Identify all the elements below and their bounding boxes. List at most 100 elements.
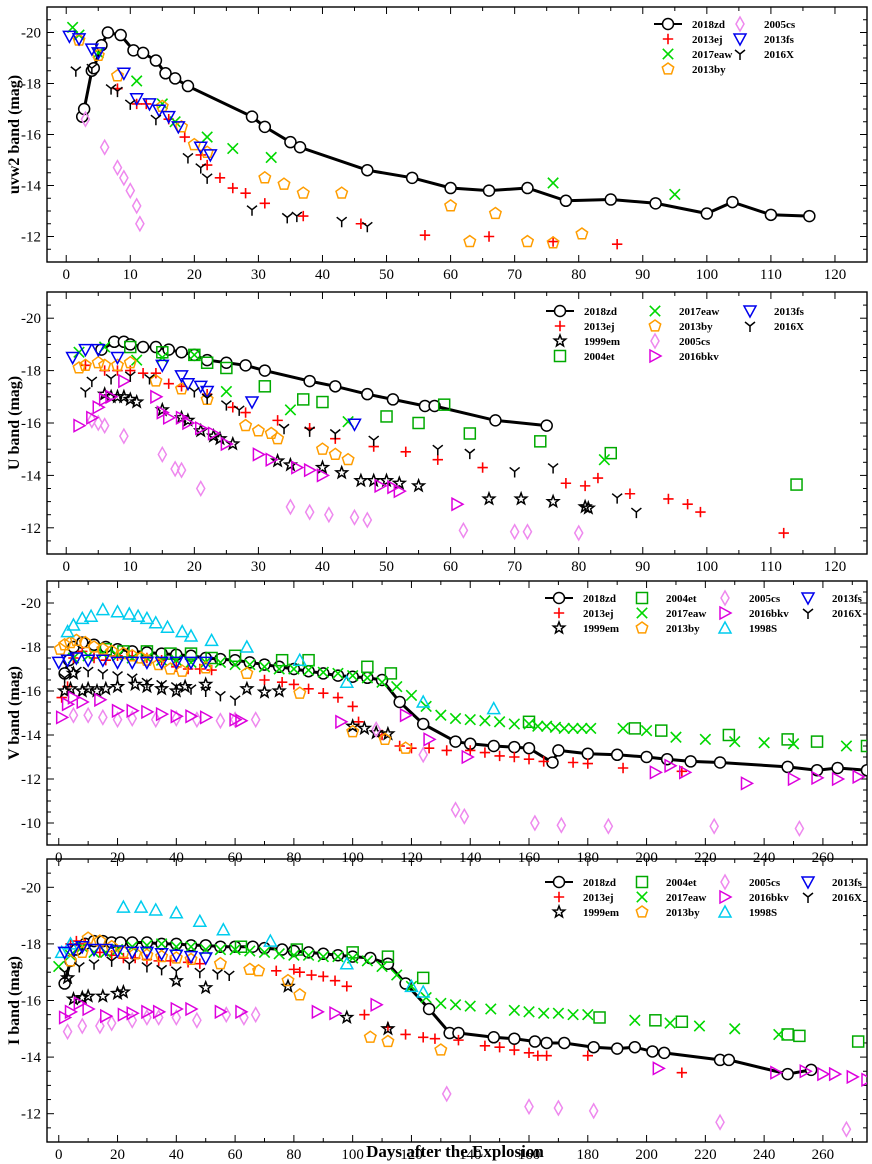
data-point: [220, 400, 232, 411]
legend-item-2013fs: 2013fs: [742, 305, 805, 319]
data-point: [124, 338, 137, 351]
data-point: [201, 173, 213, 184]
data-point: [170, 966, 182, 977]
y-tick-label: -20: [21, 26, 41, 42]
data-point: [726, 195, 739, 209]
data-point: [215, 712, 226, 730]
data-point: [65, 665, 82, 681]
legend-label: 2017eaw: [692, 49, 732, 61]
data-point: [302, 946, 315, 959]
data-point: [758, 736, 770, 749]
data-point: [246, 940, 259, 953]
data-point: [560, 478, 572, 489]
data-point: [220, 385, 233, 398]
legend-item-2018zd: 2018zd: [545, 591, 616, 605]
legend-item-2013by: 2013by: [648, 319, 713, 333]
data-point: [541, 1050, 552, 1061]
legend-label: 2013ej: [583, 608, 614, 620]
data-point: [423, 732, 437, 747]
data-point: [284, 135, 297, 149]
data-point: [649, 197, 662, 210]
legend-label: 2005cs: [749, 593, 781, 605]
panel-1: 0 10 20 30 40 50 60 70 80 90 100 110 120 -20 -18 -16 -14…: [6, 6, 868, 283]
data-point: [378, 732, 392, 746]
data-point: [347, 701, 358, 712]
legend-item-1999em: 1999em: [552, 332, 620, 348]
data-point: [790, 478, 803, 491]
legend-marker: [717, 904, 733, 918]
data-point: [86, 411, 97, 429]
data-point: [552, 744, 565, 757]
legend-marker: [662, 33, 674, 45]
data-point: [199, 660, 213, 674]
legend-label: 2013ej: [692, 34, 723, 46]
data-point: [94, 692, 108, 708]
data-point: [246, 205, 258, 216]
data-point: [318, 688, 329, 699]
data-point: [197, 676, 214, 692]
legend-label: 2017eaw: [679, 306, 719, 318]
data-point: [552, 1007, 565, 1019]
data-point: [203, 149, 218, 163]
data-point: [82, 1001, 96, 1017]
data-point: [176, 461, 187, 479]
data-point: [89, 682, 105, 698]
data-point: [119, 427, 129, 445]
data-point: [152, 657, 166, 671]
data-point: [60, 654, 75, 668]
data-point: [83, 706, 94, 724]
x-tick-label: 160: [518, 850, 541, 866]
y-tick-label: -14: [21, 179, 41, 195]
x-tick-label: 260: [812, 1147, 835, 1163]
data-point: [136, 340, 150, 354]
data-point: [416, 717, 430, 731]
data-point: [182, 152, 194, 164]
data-point: [244, 396, 260, 410]
legend-item-2005cs: 2005cs: [720, 873, 781, 891]
data-point: [513, 490, 529, 506]
data-point: [214, 656, 227, 669]
legend-item-2013ej: 2013ej: [554, 320, 615, 333]
data-point: [59, 673, 71, 684]
data-point: [315, 442, 330, 455]
data-point: [465, 745, 476, 756]
series-2016X: [59, 666, 241, 706]
legend-label: 2016X: [832, 608, 862, 620]
legend-marker: [719, 605, 733, 621]
data-point: [160, 619, 175, 633]
panel-3: 0 20 40 60 80 100 120 140 160 180 200 220 240 260 -20 -…: [6, 580, 868, 866]
x-tick-label: 0: [62, 267, 70, 283]
x-tick-label: 110: [760, 267, 782, 283]
data-point: [523, 718, 535, 730]
data-point: [156, 964, 168, 976]
legend-item-2005cs: 2005cs: [650, 332, 711, 350]
data-point: [794, 819, 805, 838]
series-1998S: [54, 899, 431, 998]
data-point: [168, 682, 185, 698]
data-point: [175, 410, 190, 426]
data-point: [91, 355, 105, 369]
data-point: [119, 169, 129, 187]
data-point: [258, 364, 272, 377]
data-point: [114, 28, 127, 42]
x-tick-label: 10: [123, 267, 138, 283]
data-point: [628, 1040, 642, 1054]
data-point: [258, 170, 272, 184]
data-point: [453, 1034, 464, 1046]
data-point: [487, 1031, 500, 1044]
data-point: [628, 722, 642, 735]
data-point: [214, 1004, 228, 1020]
data-point: [664, 1017, 676, 1029]
x-tick-label: 90: [635, 559, 650, 575]
data-point: [272, 415, 283, 426]
data-point: [155, 706, 170, 722]
data-point: [441, 1085, 452, 1103]
series-2013by: [53, 633, 413, 754]
x-tick-label: 100: [696, 559, 719, 575]
data-point: [423, 743, 435, 754]
data-point: [764, 208, 778, 222]
data-point: [116, 388, 132, 404]
data-point: [174, 624, 190, 638]
data-point: [170, 682, 182, 693]
data-point: [174, 119, 189, 133]
